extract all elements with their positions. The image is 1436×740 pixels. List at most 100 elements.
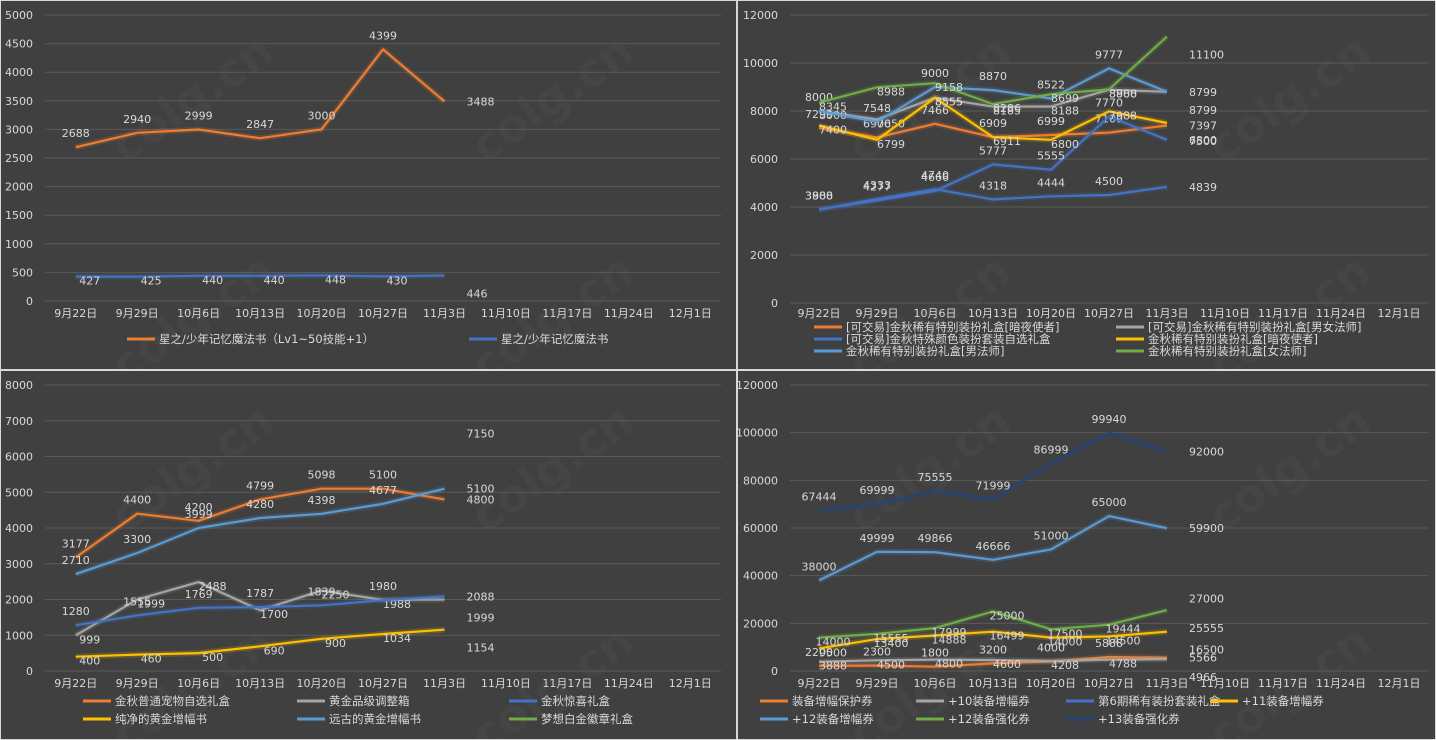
data-label: 17500 <box>1048 627 1083 640</box>
data-label: 5100 <box>369 469 397 482</box>
y-tick-label: 6000 <box>750 153 778 166</box>
data-label: 14500 <box>1106 634 1141 647</box>
data-label: 8888 <box>1109 88 1137 101</box>
y-tick-label: 1000 <box>5 238 33 251</box>
data-label: 6911 <box>993 135 1021 148</box>
chart-panel-equipment-tickets: colg.cn colg.cn colg.cn colg.cn 0 20000 40000 6… <box>737 370 1436 740</box>
data-label: 8799 <box>1189 104 1217 117</box>
data-label: 4280 <box>246 498 274 511</box>
data-label: 4500 <box>877 658 905 671</box>
annotation-label: 27000 <box>1189 593 1224 606</box>
y-tick-label: 40000 <box>743 570 778 583</box>
x-tick-label: 9月29日 <box>856 307 899 320</box>
data-label: 8799 <box>1189 86 1217 99</box>
x-tick-label: 10月27日 <box>1084 677 1134 690</box>
data-label: 8900 <box>1109 87 1137 100</box>
y-tick-label: 3000 <box>5 558 33 571</box>
legend-label: +10装备增幅券 <box>948 694 1030 708</box>
data-label: 1800 <box>921 647 949 660</box>
series-line <box>818 96 1168 141</box>
x-tick-label: 10月20日 <box>297 307 347 320</box>
data-label: 4600 <box>993 658 1021 671</box>
data-label: 1988 <box>383 598 411 611</box>
data-label: 3488 <box>466 95 494 108</box>
x-tick-label: 12月1日 <box>1378 307 1421 320</box>
data-label: 5100 <box>466 483 494 496</box>
data-label: 4277 <box>863 180 891 193</box>
data-label: 14000 <box>816 636 851 649</box>
data-label: 1154 <box>466 642 494 655</box>
data-label: 425 <box>141 275 162 288</box>
data-label: 7400 <box>819 123 847 136</box>
y-tick-label: 5000 <box>5 486 33 499</box>
y-tick-label: 2000 <box>5 594 33 607</box>
x-tick-label: 10月20日 <box>297 677 347 690</box>
y-tick-label: 4000 <box>5 66 33 79</box>
legend-label: +12装备增幅券 <box>792 712 874 726</box>
data-label: 3900 <box>805 189 833 202</box>
data-label: 2710 <box>62 554 90 567</box>
x-tick-label: 9月29日 <box>856 677 899 690</box>
chart-svg: colg.cncolg.cncolg.cncolg.cn050010001500… <box>5 9 721 369</box>
x-tick-label: 10月6日 <box>914 307 957 320</box>
x-tick-label: 9月22日 <box>798 307 841 320</box>
data-label: 8870 <box>979 70 1007 83</box>
data-label: 9500 <box>819 646 847 659</box>
data-label: 3177 <box>62 537 90 550</box>
data-label: 59900 <box>1189 522 1224 535</box>
data-label: 16500 <box>1189 644 1224 657</box>
x-tick-label: 10月13日 <box>968 677 1018 690</box>
data-label: 460 <box>141 653 162 666</box>
data-label: 8286 <box>993 102 1021 115</box>
data-label: 7650 <box>877 117 905 130</box>
y-tick-label: 1000 <box>5 629 33 642</box>
data-label: 1839 <box>308 585 336 598</box>
x-tick-label: 10月27日 <box>1084 307 1134 320</box>
y-tick-label: 0 <box>771 297 778 310</box>
x-tick-label: 11月10日 <box>481 677 531 690</box>
data-label: 8345 <box>819 101 847 114</box>
data-label: 4318 <box>979 179 1007 192</box>
data-label: 99940 <box>1092 413 1127 426</box>
y-tick-label: 1500 <box>5 209 33 222</box>
data-label: 14888 <box>932 634 967 647</box>
series-line <box>75 595 445 627</box>
series-line <box>75 487 445 559</box>
x-tick-label: 11月24日 <box>604 677 654 690</box>
chart-svg: colg.cncolg.cncolg.cncolg.cn020000400006… <box>738 379 1428 739</box>
y-tick-label: 0 <box>26 665 33 678</box>
data-label: 3888 <box>805 190 833 203</box>
y-tick-label: 0 <box>26 295 33 308</box>
data-label: 1769 <box>185 588 213 601</box>
legend-label: +11装备增幅券 <box>1242 694 1324 708</box>
data-label: 7548 <box>863 102 891 115</box>
y-tick-label: 3500 <box>5 95 33 108</box>
data-label: 1999 <box>137 598 165 611</box>
x-tick-label: 11月10日 <box>481 307 531 320</box>
data-label: 9000 <box>921 67 949 80</box>
data-label: 8988 <box>877 85 905 98</box>
x-tick-label: 11月24日 <box>1316 307 1366 320</box>
data-label: 1787 <box>246 587 274 600</box>
data-label: 8185 <box>993 105 1021 118</box>
data-label: 4200 <box>185 501 213 514</box>
legend-label: 金秋普通宠物自选礼盒 <box>115 694 230 708</box>
x-tick-label: 11月17日 <box>542 307 592 320</box>
data-label: 4966 <box>1189 671 1217 684</box>
y-tick-label: 2000 <box>750 249 778 262</box>
y-tick-label: 2500 <box>5 152 33 165</box>
series-line <box>818 115 1168 211</box>
data-label: 2688 <box>62 127 90 140</box>
x-tick-label: 10月13日 <box>968 307 1018 320</box>
data-label: 900 <box>325 637 346 650</box>
legend-label: [可交易]金秋稀有特别装扮礼盒[男女法师] <box>1148 320 1361 334</box>
x-tick-label: 11月10日 <box>1200 677 1250 690</box>
y-tick-label: 6000 <box>5 451 33 464</box>
chart-svg: colg.cncolg.cncolg.cncolg.cn020004000600… <box>743 9 1428 369</box>
data-label: 4333 <box>863 179 891 192</box>
data-label: 8555 <box>935 96 963 109</box>
x-tick-label: 10月13日 <box>235 307 285 320</box>
legend-label: 金秋稀有特别装扮礼盒[女法师] <box>1148 344 1306 358</box>
series-line <box>818 185 1168 211</box>
series-line <box>75 628 445 658</box>
